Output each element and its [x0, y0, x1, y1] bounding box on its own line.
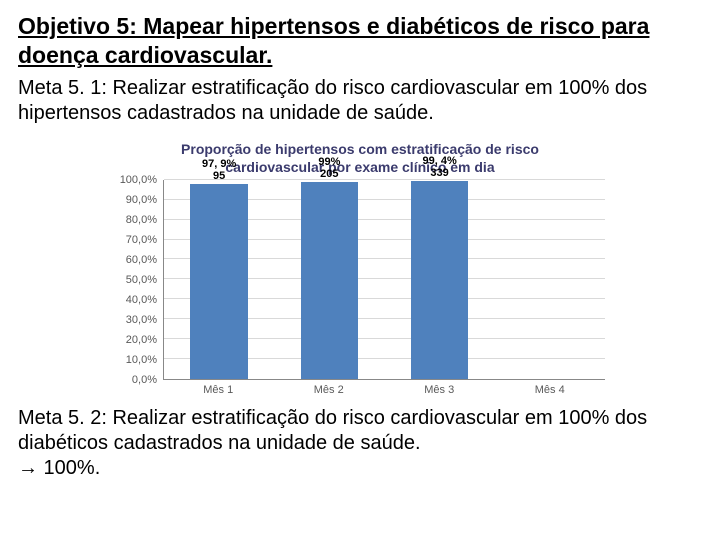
- bar: 99%205: [301, 182, 358, 379]
- meta-5-2-body: Meta 5. 2: Realizar estratificação do ri…: [18, 407, 647, 454]
- x-axis: Mês 1 Mês 2 Mês 3 Mês 4: [163, 380, 605, 396]
- bar: 99, 4%339: [411, 181, 468, 379]
- y-axis: 100,0% 90,0% 80,0% 70,0% 60,0% 50,0% 40,…: [115, 180, 163, 380]
- bar-value-label: 97, 9%95: [202, 158, 236, 184]
- bar-cell: 99, 4%339: [385, 180, 495, 379]
- x-label: Mês 1: [163, 380, 274, 396]
- bar-cell: 99%205: [274, 180, 384, 379]
- bar-cell: [495, 180, 605, 379]
- meta-5-2-text: Meta 5. 2: Realizar estratificação do ri…: [18, 406, 702, 481]
- bars: 97, 9%95 99%205 99, 4%339: [164, 180, 605, 379]
- chart-plot-area: 100,0% 90,0% 80,0% 70,0% 60,0% 50,0% 40,…: [115, 180, 605, 380]
- chart-title: Proporção de hipertensos com estratifica…: [115, 134, 605, 180]
- x-label: Mês 3: [384, 380, 495, 396]
- chart-grid: 97, 9%95 99%205 99, 4%339: [163, 180, 605, 380]
- meta-5-1-text: Meta 5. 1: Realizar estratificação do ri…: [18, 76, 702, 126]
- bar-value-label: 99, 4%339: [422, 155, 456, 181]
- slide: Objetivo 5: Mapear hipertensos e diabéti…: [0, 0, 720, 540]
- chart-title-line1: Proporção de hipertensos com estratifica…: [181, 141, 539, 157]
- objective-title: Objetivo 5: Mapear hipertensos e diabéti…: [18, 12, 702, 70]
- x-label: Mês 2: [274, 380, 385, 396]
- meta-5-2-result: → 100%.: [18, 457, 100, 479]
- bar-value-label: 99%205: [318, 156, 340, 182]
- x-label: Mês 4: [495, 380, 606, 396]
- chart-container: Proporção de hipertensos com estratifica…: [115, 134, 605, 396]
- bar-cell: 97, 9%95: [164, 180, 274, 379]
- bar: 97, 9%95: [190, 184, 247, 379]
